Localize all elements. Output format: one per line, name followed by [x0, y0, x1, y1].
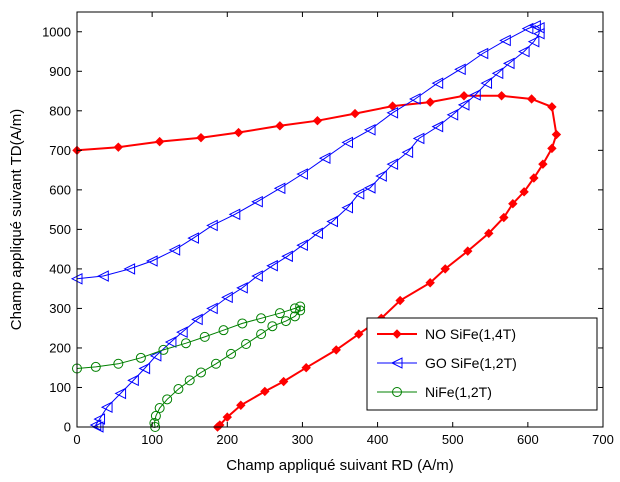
- legend: NO SiFe(1,4T) GO SiFe(1,2T) NiFe(1,2T): [367, 318, 597, 410]
- data-point: [548, 103, 556, 111]
- data-point: [313, 117, 321, 125]
- data-point: [156, 138, 164, 146]
- y-tick-label: 0: [64, 420, 71, 435]
- y-tick-label: 200: [49, 340, 71, 355]
- y-tick-label: 300: [49, 301, 71, 316]
- data-point: [235, 129, 243, 137]
- series-2: [73, 302, 305, 432]
- data-point: [498, 92, 506, 100]
- legend-label: GO SiFe(1,2T): [425, 355, 517, 371]
- y-tick-label: 100: [49, 380, 71, 395]
- x-tick-label: 300: [292, 432, 314, 447]
- y-axis-label: Champ appliqué suivant TD(A/m): [8, 109, 25, 330]
- data-point: [528, 95, 536, 103]
- series-line: [77, 307, 300, 428]
- x-axis-label: Champ appliqué suivant RD (A/m): [226, 457, 454, 474]
- y-tick-label: 900: [49, 64, 71, 79]
- x-tick-label: 100: [141, 432, 163, 447]
- x-tick-label: 500: [442, 432, 464, 447]
- data-point: [197, 134, 205, 142]
- data-point: [114, 143, 122, 151]
- x-tick-label: 0: [73, 432, 80, 447]
- x-tick-label: 400: [367, 432, 389, 447]
- y-tick-label: 1000: [42, 24, 71, 39]
- data-point: [552, 131, 560, 139]
- legend-label: NO SiFe(1,4T): [425, 326, 516, 342]
- data-point: [460, 92, 468, 100]
- y-tick-label: 600: [49, 182, 71, 197]
- data-point: [276, 122, 284, 130]
- y-axis-label-group: Champ appliqué suivant TD(A/m): [8, 109, 25, 330]
- x-tick-label: 200: [216, 432, 238, 447]
- y-tick-label: 700: [49, 143, 71, 158]
- data-point: [261, 387, 269, 395]
- x-tick-label: 600: [517, 432, 539, 447]
- y-tick-label: 800: [49, 103, 71, 118]
- x-tick-label: 700: [592, 432, 614, 447]
- y-tick-label: 500: [49, 222, 71, 237]
- data-point: [426, 98, 434, 106]
- legend-label: NiFe(1,2T): [425, 384, 492, 400]
- y-tick-label: 400: [49, 261, 71, 276]
- data-point: [351, 110, 359, 118]
- data-point: [548, 144, 556, 152]
